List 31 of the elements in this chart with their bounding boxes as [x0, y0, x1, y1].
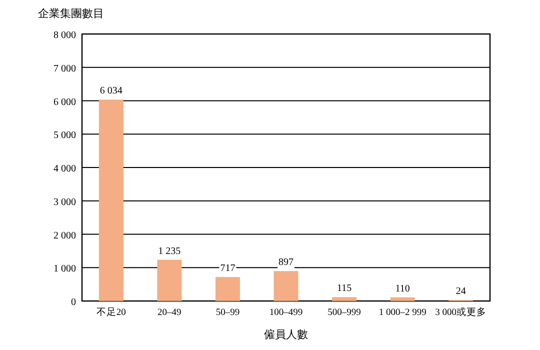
data-label: 717 [220, 263, 236, 274]
y-tick-label: 6 000 [54, 96, 76, 108]
data-label: 6 034 [100, 86, 122, 97]
y-tick-label: 5 000 [54, 130, 76, 142]
y-tick-label: 7 000 [54, 63, 76, 74]
bar [157, 260, 182, 301]
x-tick-label: 20–49 [158, 308, 182, 318]
x-tick-label: 不足20 [96, 307, 126, 318]
data-label: 1 235 [158, 246, 181, 257]
y-tick-label: 3 000 [54, 196, 76, 208]
bar [274, 271, 298, 301]
y-tick-label: 2 000 [54, 230, 76, 242]
y-tick-label: 0 [71, 297, 76, 308]
x-tick-label: 100–499 [269, 308, 303, 318]
bar [215, 277, 240, 301]
x-tick-label: 50–99 [216, 308, 240, 318]
x-tick-label: 1 000–2 999 [378, 308, 427, 318]
y-tick-label: 8 000 [54, 30, 76, 41]
y-tick-label: 1 000 [54, 264, 76, 275]
x-axis-title: 僱員人數 [264, 328, 308, 341]
bar [390, 297, 415, 301]
data-label: 24 [456, 286, 466, 298]
data-label: 115 [336, 283, 352, 294]
y-axis-title: 企業集團數目 [38, 8, 104, 20]
bar [98, 100, 124, 301]
y-tick-label: 4 000 [54, 164, 76, 174]
data-label: 110 [395, 283, 410, 294]
x-tick-label: 3 000或更多 [435, 306, 487, 318]
data-label: 897 [278, 257, 294, 268]
bar [332, 297, 357, 301]
x-tick-label: 500–999 [328, 308, 362, 318]
